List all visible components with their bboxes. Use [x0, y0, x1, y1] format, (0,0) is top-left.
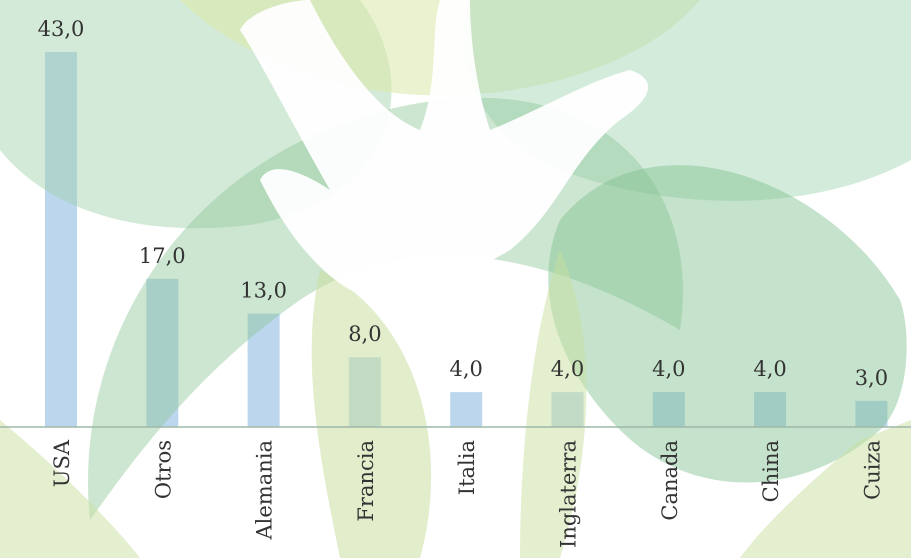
- bar: [754, 392, 787, 427]
- bar: [45, 52, 77, 427]
- bar: [247, 313, 280, 427]
- leaf: [740, 420, 911, 558]
- x-tick-label: USA: [50, 439, 74, 487]
- value-label: 4,0: [753, 357, 786, 381]
- x-tick-label: Alemania: [253, 440, 277, 541]
- x-tick-label: Inglaterra: [557, 440, 581, 548]
- bar: [146, 278, 179, 427]
- value-label: 4,0: [551, 357, 584, 381]
- x-tick-label: Otros: [151, 440, 175, 499]
- x-tick-label: Francia: [354, 440, 378, 522]
- value-label: 17,0: [139, 244, 186, 268]
- leaf: [548, 165, 907, 483]
- value-label: 4,0: [652, 357, 685, 381]
- x-tick-label: China: [759, 440, 783, 502]
- leaf: [0, 420, 140, 558]
- hand-shape: [240, 0, 649, 293]
- value-label: 8,0: [348, 322, 381, 346]
- bar: [652, 392, 685, 427]
- bar: [450, 392, 483, 427]
- x-tick-label: Cuiza: [860, 440, 884, 500]
- x-tick-label: Canada: [658, 440, 682, 521]
- value-label: 4,0: [449, 357, 482, 381]
- leaf: [311, 270, 432, 558]
- bar: [855, 400, 888, 427]
- value-label: 3,0: [855, 366, 888, 390]
- value-label: 13,0: [240, 279, 287, 303]
- labels: 43,0 USA 17,0 Otros 13,0 Alemania 8,0 Francia 4,…: [38, 17, 888, 548]
- leaf: [520, 250, 587, 558]
- x-tick-label: Italia: [455, 440, 479, 495]
- value-label: 43,0: [38, 17, 85, 41]
